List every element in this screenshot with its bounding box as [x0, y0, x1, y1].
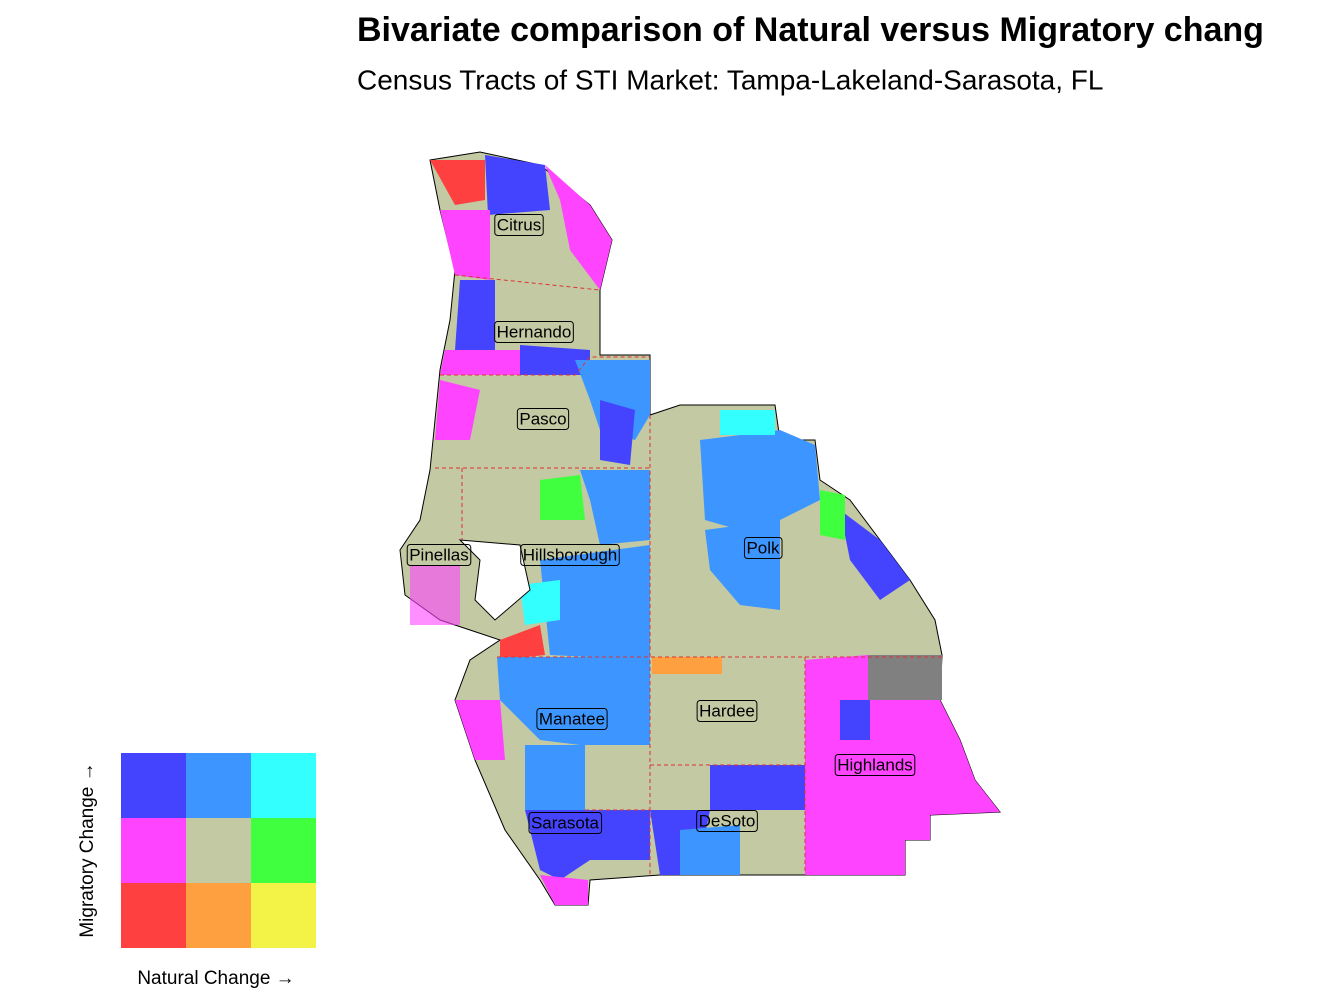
legend-cell [251, 753, 316, 818]
county-label-box [536, 707, 608, 730]
legend-cell [121, 818, 186, 883]
county-label: Hernando [497, 322, 572, 341]
county-borders [435, 274, 942, 875]
legend-x-label: Natural Change → [137, 968, 294, 989]
county-label: Pasco [519, 409, 566, 428]
county-label: Citrus [497, 215, 541, 234]
county-label: Manatee [539, 709, 605, 728]
county-label: Polk [746, 538, 780, 557]
county-label-box [696, 699, 758, 722]
legend-cell [186, 818, 251, 883]
county-label-box [528, 811, 603, 834]
subtitle: Census Tracts of STI Market: Tampa-Lakel… [357, 64, 1103, 95]
county-label-box [834, 753, 916, 776]
tract-patches [410, 155, 1000, 905]
legend-cell [121, 753, 186, 818]
county-label-box [406, 543, 472, 566]
county-label: Highlands [837, 755, 913, 774]
legend-cell [186, 753, 251, 818]
county-label: Sarasota [531, 813, 600, 832]
legend-cell [251, 883, 316, 948]
county-label-box [494, 320, 574, 343]
county-label: Pinellas [409, 545, 469, 564]
county-label-box [743, 536, 783, 559]
legend-cell [186, 883, 251, 948]
county-label-box [520, 543, 620, 566]
county-labels: Citrus Hernando Pasco Pinellas Hillsborough P… [406, 213, 916, 834]
county-label-box [516, 407, 570, 430]
legend-cell [121, 883, 186, 948]
county-label: Hillsborough [523, 545, 618, 564]
map: Citrus Hernando Pasco Pinellas Hillsborough P… [399, 151, 1001, 906]
county-label: Hardee [699, 701, 755, 720]
legend: Natural Change → Migratory Change → [77, 753, 316, 989]
county-label-box [696, 809, 758, 832]
title: Bivariate comparison of Natural versus M… [357, 11, 1264, 49]
county-label-box [494, 213, 544, 236]
county-label: DeSoto [699, 811, 756, 830]
legend-y-label: Migratory Change → [77, 762, 98, 937]
legend-cell [251, 818, 316, 883]
